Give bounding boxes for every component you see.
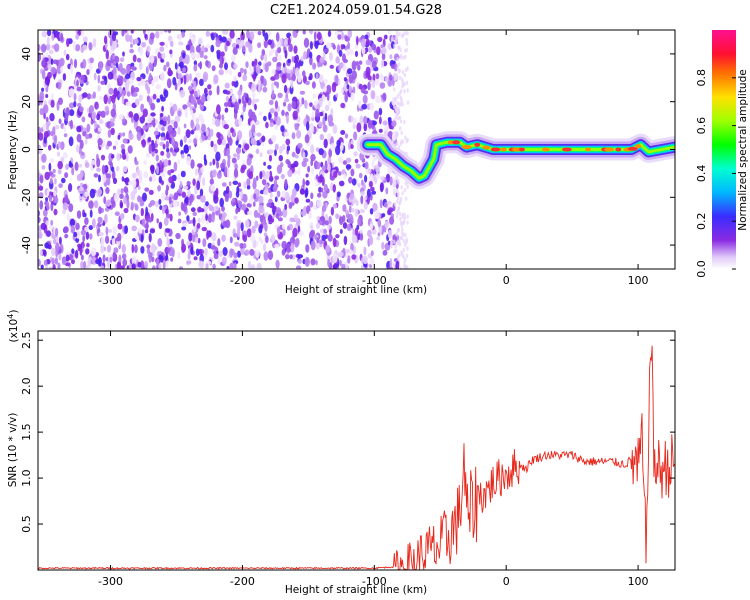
signal-hotspot xyxy=(635,144,642,149)
signal-hotspot xyxy=(604,147,615,152)
snr-panel: -300 -200 -100 0 100 0.5 1.0 1.5 2.0 2.5 Height … xyxy=(6,310,676,596)
x-tick-label: 0 xyxy=(503,274,510,287)
signal-hotspot xyxy=(447,140,454,145)
snr-frame xyxy=(37,330,676,571)
noise-region xyxy=(38,30,410,269)
x-tick-label: -100 xyxy=(362,575,387,588)
spectrogram-x-label: Height of straight line (km) xyxy=(285,284,427,296)
colorbar-gradient xyxy=(712,30,736,269)
snr-series-line xyxy=(38,345,675,570)
x-tick-label: -300 xyxy=(98,274,123,287)
signal-hotspot xyxy=(461,145,472,150)
x-tick-label: -100 xyxy=(362,274,387,287)
snr-x-axis: -300 -200 -100 0 100 xyxy=(98,331,649,588)
signal-track xyxy=(356,131,675,190)
x-tick-label: 100 xyxy=(628,274,649,287)
colorbar: 0.0 0.2 0.4 0.6 0.8 Normalized spectral ampl… xyxy=(695,30,749,278)
signal-hotspot xyxy=(615,147,622,152)
signal-hotspot xyxy=(474,142,481,147)
x-tick-label: 100 xyxy=(628,575,649,588)
snr-y-label: SNR (10 * v/v) xyxy=(7,413,19,488)
signal-hotspot xyxy=(482,145,491,150)
colorbar-tick-label: 0.6 xyxy=(695,117,708,135)
x-tick-label: -300 xyxy=(98,575,123,588)
chart-title: C2E1.2024.059.01.54.G28 xyxy=(270,3,442,18)
signal-hotspot xyxy=(511,147,522,152)
y-tick-label: 20 xyxy=(20,95,33,109)
y-tick-label: 0.5 xyxy=(20,515,33,533)
signal-hotspot xyxy=(519,147,525,152)
x-tick-label: 0 xyxy=(503,575,510,588)
y-tick-label: 1.5 xyxy=(20,423,33,441)
signal-hotspot xyxy=(490,147,501,152)
y-tick-label: 0 xyxy=(20,146,33,153)
x-tick-label: -200 xyxy=(230,575,255,588)
y-tick-label: 1.0 xyxy=(20,469,33,487)
y-tick-label: 2.5 xyxy=(20,331,33,349)
signal-hotspot xyxy=(561,147,572,152)
y-tick-label: 2.0 xyxy=(20,377,33,395)
snr-y-axis: 0.5 1.0 1.5 2.0 2.5 xyxy=(20,331,675,533)
signal-hotspot xyxy=(585,147,591,152)
snr-scale-label: (x104) xyxy=(6,310,20,343)
colorbar-tick-label: 0.8 xyxy=(695,69,708,87)
y-tick-label: -40 xyxy=(20,236,33,254)
spectrogram-x-axis: -300 -200 -100 0 100 xyxy=(98,30,649,287)
x-tick-label: -200 xyxy=(230,274,255,287)
colorbar-tick-label: 0.2 xyxy=(695,212,708,230)
signal-hotspot xyxy=(500,147,507,152)
colorbar-tick-label: 0.0 xyxy=(695,260,708,278)
spectrogram-y-label: Frequency (Hz) xyxy=(7,110,19,189)
spectrogram-y-axis: -40 -20 0 20 40 xyxy=(20,47,675,254)
colorbar-ticks: 0.0 0.2 0.4 0.6 0.8 xyxy=(695,69,736,278)
colorbar-tick-label: 0.4 xyxy=(695,165,708,183)
colorbar-label: Normalized spectral amplitude xyxy=(737,69,749,230)
snr-x-label: Height of straight line (km) xyxy=(285,584,427,596)
signal-hotspot xyxy=(452,140,461,145)
signal-hotspot xyxy=(627,146,638,151)
signal-hotspot xyxy=(541,147,550,152)
y-tick-label: 40 xyxy=(20,47,33,61)
y-tick-label: -20 xyxy=(20,188,33,206)
